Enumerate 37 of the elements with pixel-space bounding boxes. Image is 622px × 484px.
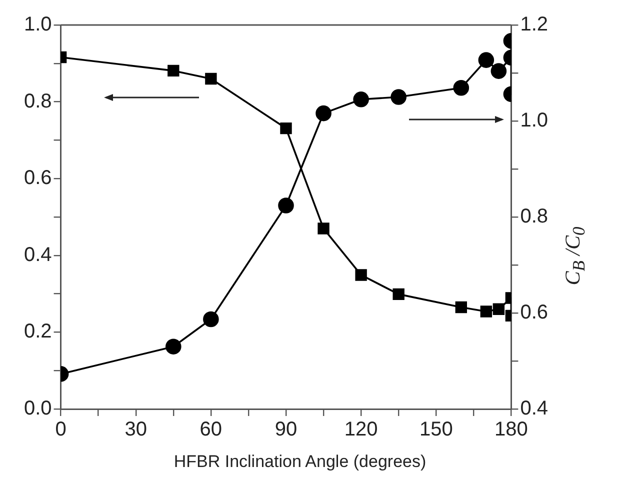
- x-axis-title: HFBR Inclination Angle (degrees): [174, 452, 426, 472]
- x-tick-label: 0: [55, 418, 66, 441]
- point: [278, 198, 294, 214]
- y-tick-label: 0.4: [24, 244, 52, 266]
- x-tick-label: 120: [344, 418, 378, 441]
- point: [453, 80, 470, 96]
- y-tick-label: 0.6: [24, 167, 52, 190]
- point: [318, 222, 330, 234]
- x-tick-label: 180: [494, 418, 528, 441]
- point: [480, 306, 492, 318]
- x-tick-label: 60: [200, 418, 222, 441]
- point: [316, 105, 332, 122]
- y2-tick-label: 0.8: [520, 206, 548, 228]
- point: [166, 338, 182, 354]
- y-tick-label: 1.0: [24, 14, 52, 36]
- point: [355, 269, 367, 281]
- point: [280, 122, 292, 134]
- point: [455, 301, 468, 314]
- point: [168, 64, 180, 77]
- point: [203, 311, 219, 328]
- x-tick-label: 30: [124, 418, 147, 441]
- point: [353, 92, 369, 108]
- x-tick-label: 150: [419, 418, 453, 441]
- y2-tick-label: 0.4: [520, 398, 548, 420]
- point: [205, 72, 217, 85]
- point: [492, 303, 505, 316]
- y2-tick-label: 1.2: [520, 14, 548, 36]
- y2-tick-label: 1.0: [520, 110, 548, 132]
- point: [490, 63, 507, 79]
- point: [478, 52, 494, 68]
- x-tick-label: 90: [274, 418, 298, 441]
- y-tick-label: 0.2: [24, 320, 52, 343]
- point: [392, 288, 404, 300]
- y2-tick-label: 0.6: [520, 302, 548, 324]
- y-tick-label: 0.0: [24, 398, 52, 420]
- y-tick-label: 0.8: [24, 90, 52, 112]
- point: [390, 89, 406, 105]
